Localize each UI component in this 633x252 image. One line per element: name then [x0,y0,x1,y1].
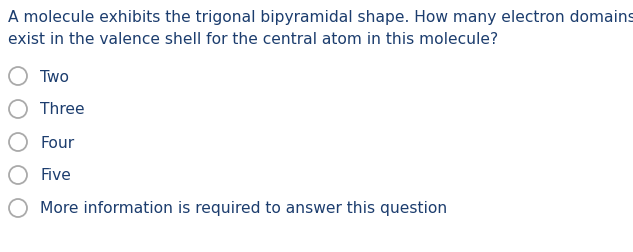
Circle shape [9,166,27,184]
Text: Four: Four [40,135,74,150]
Text: Two: Two [40,69,69,84]
Circle shape [9,134,27,151]
Text: Five: Five [40,168,71,183]
Circle shape [9,199,27,217]
Text: exist in the valence shell for the central atom in this molecule?: exist in the valence shell for the centr… [8,32,498,47]
Text: A molecule exhibits the trigonal bipyramidal shape. How many electron domains: A molecule exhibits the trigonal bipyram… [8,10,633,25]
Circle shape [9,68,27,86]
Circle shape [9,101,27,118]
Text: Three: Three [40,102,85,117]
Text: More information is required to answer this question: More information is required to answer t… [40,201,448,216]
